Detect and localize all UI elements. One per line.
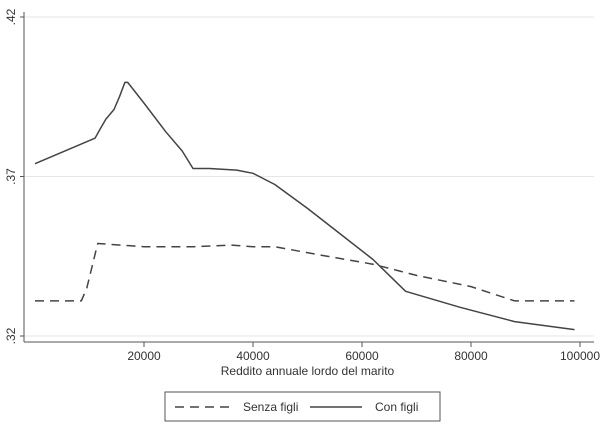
- series-line-con-figli: [34, 81, 575, 331]
- y-tick-label-0: .32: [4, 327, 18, 344]
- legend: Senza figli Con figli: [164, 391, 441, 422]
- gridlines: [24, 16, 594, 337]
- series-line-senza-figli: [35, 242, 575, 302]
- axes: [20, 12, 594, 347]
- tick-labels: .32 .37 .42 20000 40000 60000 80000 100000: [4, 8, 600, 363]
- legend-label-1: Con figli: [375, 400, 418, 414]
- x-tick-label-0: 20000: [127, 349, 161, 363]
- y-tick-label-2: .42: [4, 8, 18, 25]
- y-tick-label-1: .37: [4, 168, 18, 185]
- x-axis-title: Reddito annuale lordo del marito: [221, 364, 395, 378]
- x-tick-label-3: 80000: [454, 349, 488, 363]
- series-lines: [34, 81, 575, 331]
- x-tick-label-2: 60000: [345, 349, 379, 363]
- legend-label-0: Senza figli: [243, 400, 298, 414]
- x-tick-label-4: 100000: [560, 349, 600, 363]
- x-tick-label-1: 40000: [236, 349, 270, 363]
